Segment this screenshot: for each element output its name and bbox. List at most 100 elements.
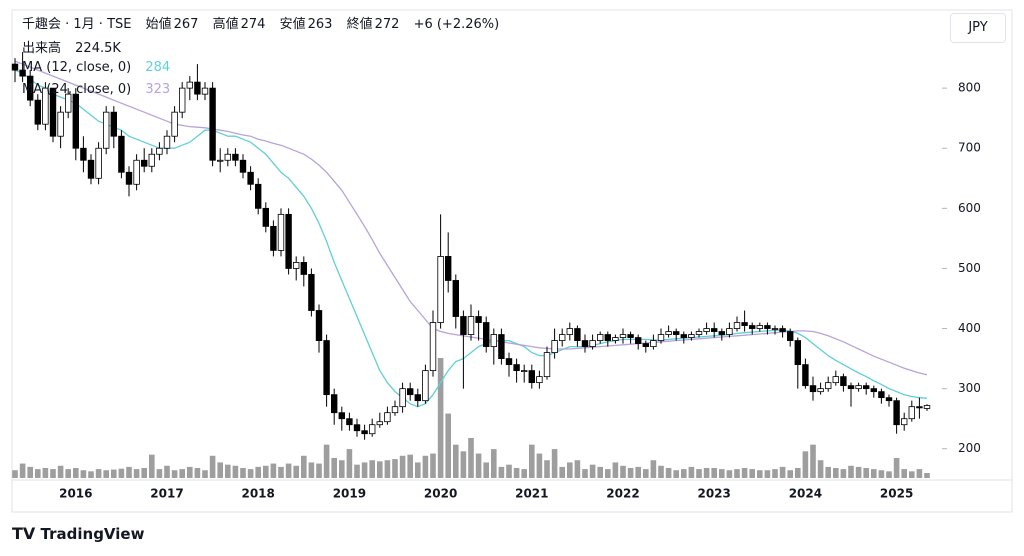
volume-bar	[35, 469, 41, 478]
volume-value: 224.5K	[75, 41, 121, 56]
candle-body	[528, 370, 535, 384]
volume-bar	[323, 444, 330, 478]
volume-bar	[757, 470, 763, 478]
volume-bar	[810, 444, 816, 478]
volume-bar	[817, 460, 824, 478]
candle-body	[300, 262, 307, 275]
volume-bar	[916, 469, 923, 478]
open-value: 267	[173, 17, 199, 32]
volume-bar	[12, 470, 18, 478]
volume-bar	[886, 471, 892, 478]
volume-bar	[924, 473, 930, 478]
x-tick-label: 2025	[880, 487, 913, 501]
volume-bar	[339, 460, 345, 478]
volume-bar	[475, 453, 482, 478]
x-tick-label: 2017	[150, 487, 183, 501]
volume-bar	[719, 469, 725, 478]
ma-value: 323	[145, 82, 171, 97]
symbol: 千趣会 · 1月 · TSE	[22, 17, 132, 32]
candle-body	[65, 93, 72, 113]
ma-name: MA (12, close, 0)	[22, 60, 132, 75]
candle-body	[802, 364, 809, 387]
volume-bar	[407, 454, 413, 478]
candle-body	[855, 385, 862, 390]
candle-body	[125, 171, 133, 185]
volume-bar	[240, 468, 246, 478]
volume-bar	[513, 468, 520, 478]
candle-body	[444, 256, 452, 281]
candle-body	[718, 331, 725, 335]
candle-body	[627, 334, 634, 338]
volume-bar	[506, 464, 512, 478]
candle-body	[604, 334, 611, 341]
volume-bar	[293, 465, 299, 478]
candle-body	[422, 370, 429, 402]
volume-bar	[141, 468, 147, 478]
volume-bar	[863, 468, 869, 478]
y-tick-label: 600	[958, 201, 981, 215]
volume-bar	[399, 455, 406, 478]
volume-bar	[225, 464, 231, 478]
candle-body	[840, 376, 847, 387]
volume-bar	[285, 463, 292, 478]
candle-body	[847, 385, 855, 390]
candle-body	[809, 385, 817, 393]
candle-body	[118, 135, 125, 173]
volume-label: 出来高	[22, 41, 62, 56]
volume-bar	[437, 358, 444, 478]
volume-bar	[734, 469, 740, 478]
candle-body	[209, 87, 216, 161]
volume-bar	[498, 466, 505, 478]
candle-body	[619, 334, 627, 338]
candle-body	[34, 99, 41, 125]
volume-bar	[73, 468, 79, 478]
volume-bar	[415, 462, 421, 478]
volume-bar	[779, 466, 786, 478]
x-tick-label: 2024	[789, 487, 822, 501]
candle-body	[657, 334, 665, 341]
volume-bar	[133, 469, 140, 478]
volume-bar	[209, 455, 216, 478]
volume-bar	[559, 466, 565, 478]
candle-body	[361, 430, 368, 435]
volume-bar	[795, 468, 801, 478]
candle-body	[72, 93, 79, 149]
low-label: 安値	[279, 17, 306, 32]
candle-body	[330, 394, 338, 414]
volume-bar	[80, 470, 87, 478]
y-tick-label: 300	[958, 381, 981, 395]
candle-body	[885, 397, 893, 402]
x-tick-label: 2022	[606, 487, 639, 501]
volume-bar	[825, 466, 831, 478]
x-tick-label: 2019	[333, 487, 366, 501]
candle-body	[863, 385, 870, 390]
x-tick-label: 2023	[697, 487, 730, 501]
candle-body	[733, 322, 741, 329]
volume-bar	[833, 468, 839, 478]
y-tick-label: 200	[958, 441, 981, 455]
candle-body	[695, 331, 703, 335]
candle-body	[764, 325, 771, 329]
candle-body	[771, 328, 779, 330]
volume-bar	[711, 468, 717, 478]
candle-body	[42, 87, 49, 125]
volume-bar	[544, 460, 550, 478]
volume-bar	[194, 468, 201, 478]
candle-body	[566, 328, 573, 335]
chart-frame	[11, 9, 1013, 513]
candle-body	[513, 364, 520, 372]
candle-body	[536, 376, 543, 384]
volume-bar	[650, 460, 657, 478]
candle-body	[239, 159, 247, 173]
change: +6 (+2.26%)	[413, 17, 500, 32]
volume-bar	[263, 465, 269, 478]
candle-body	[460, 316, 467, 335]
volume-bar	[171, 470, 178, 478]
candle-body	[103, 111, 110, 149]
candle-body	[680, 334, 687, 338]
legend-ma12: MA (12, close, 0) 284	[22, 60, 172, 75]
volume-bar	[217, 462, 223, 478]
currency-button[interactable]: JPY	[950, 13, 1006, 43]
volume-bar	[95, 469, 102, 478]
